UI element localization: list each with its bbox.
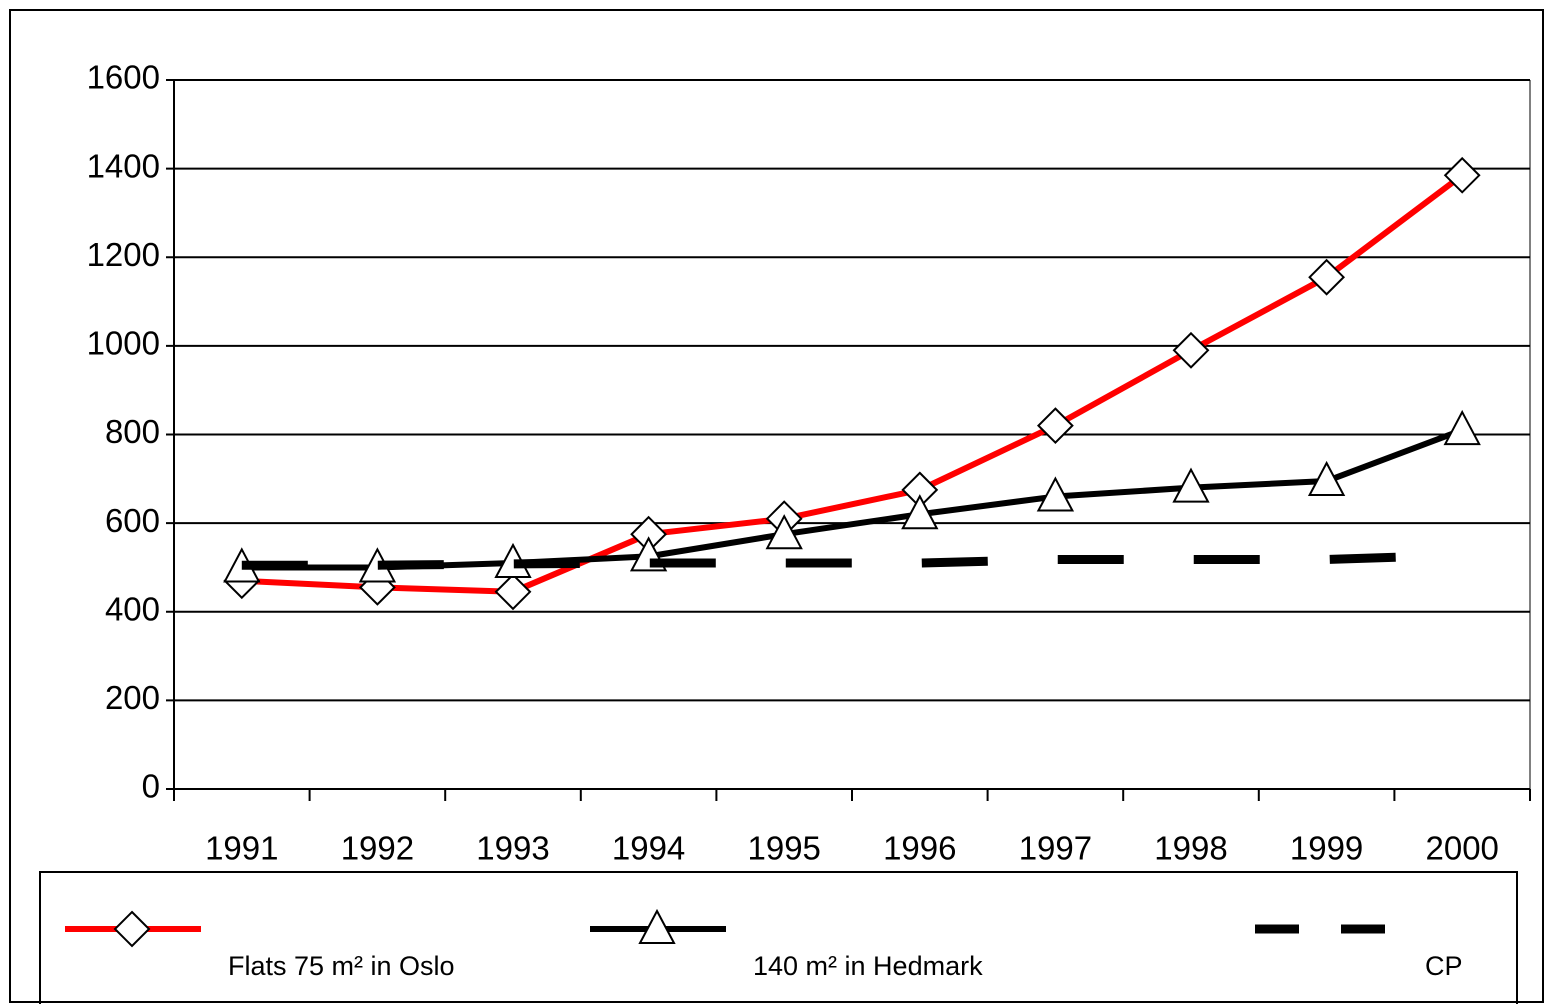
y-tick-label: 0 bbox=[142, 768, 160, 805]
y-tick-label: 600 bbox=[105, 502, 160, 539]
legend-box bbox=[39, 871, 1518, 1004]
y-tick-label: 400 bbox=[105, 590, 160, 627]
x-tick-label: 1998 bbox=[1154, 830, 1227, 867]
data-point bbox=[1443, 409, 1481, 446]
x-tick-label: 1994 bbox=[612, 830, 685, 867]
y-tick-label: 1600 bbox=[87, 59, 160, 96]
legend-marker bbox=[638, 908, 676, 944]
x-tick-label: 2000 bbox=[1425, 830, 1498, 867]
x-tick-label: 1992 bbox=[341, 830, 414, 867]
series-line bbox=[241, 427, 1464, 571]
x-tick-label: 1991 bbox=[205, 830, 278, 867]
data-point bbox=[1036, 407, 1074, 445]
x-tick-label: 1996 bbox=[883, 830, 956, 867]
data-point bbox=[1172, 331, 1210, 369]
legend-label: Flats 75 m² in Oslo bbox=[228, 951, 455, 981]
data-point bbox=[494, 573, 532, 611]
data-point bbox=[1307, 460, 1346, 497]
y-tick-label: 800 bbox=[105, 413, 160, 450]
data-point bbox=[1036, 476, 1075, 512]
x-tick-label: 1997 bbox=[1019, 830, 1092, 867]
data-point bbox=[1308, 258, 1346, 296]
legend-label: CP bbox=[1425, 951, 1463, 981]
legend-marker bbox=[113, 910, 151, 948]
y-tick-label: 1200 bbox=[87, 236, 160, 273]
y-tick-label: 200 bbox=[105, 679, 160, 716]
data-point bbox=[1443, 156, 1481, 194]
y-tick-label: 1000 bbox=[87, 325, 160, 362]
legend-label: 140 m² in Hedmark bbox=[753, 951, 983, 981]
data-point bbox=[1172, 467, 1210, 503]
data-point bbox=[901, 494, 939, 530]
y-tick-label: 1400 bbox=[87, 147, 160, 184]
series-line bbox=[241, 172, 1465, 595]
data-point bbox=[765, 514, 803, 550]
x-tick-label: 1993 bbox=[476, 830, 549, 867]
chart-border bbox=[9, 9, 1544, 1003]
x-tick-label: 1999 bbox=[1290, 830, 1363, 867]
series-line bbox=[241, 550, 1463, 570]
x-tick-label: 1995 bbox=[747, 830, 820, 867]
